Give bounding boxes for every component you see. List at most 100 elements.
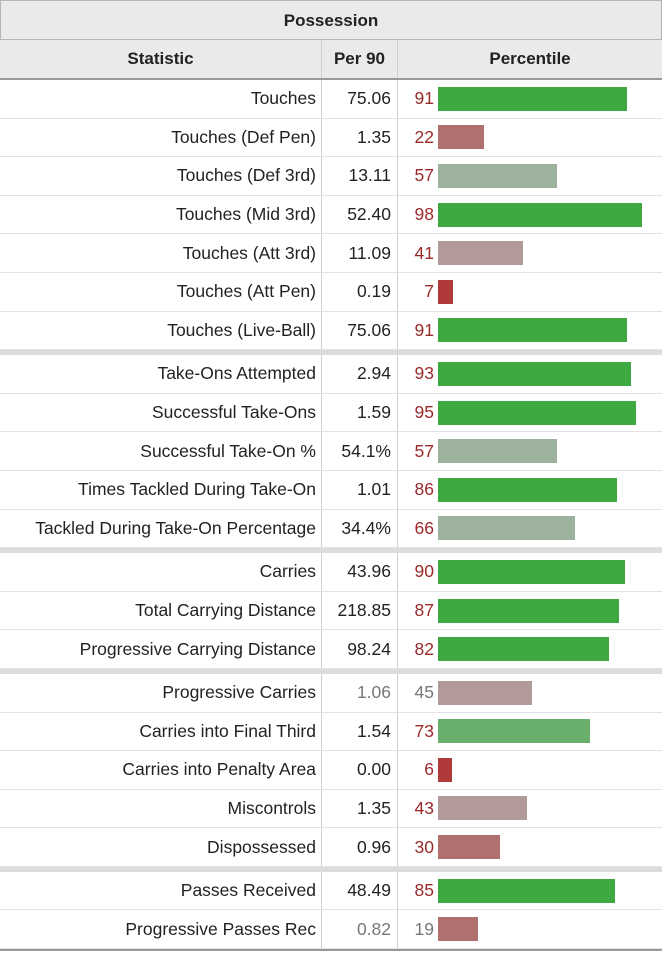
statistic-label: Carries bbox=[0, 553, 322, 591]
statistic-label: Touches bbox=[0, 80, 322, 118]
per90-value: 0.82 bbox=[322, 910, 398, 949]
statistic-label: Touches (Att 3rd) bbox=[0, 234, 322, 272]
percentile-value: 45 bbox=[414, 682, 434, 703]
table-row: Touches (Att 3rd) 11.09 41 bbox=[0, 234, 662, 273]
table-row: Touches (Att Pen) 0.19 7 bbox=[0, 272, 662, 312]
percentile-cell: 6 bbox=[398, 751, 662, 789]
group-separator bbox=[0, 548, 662, 554]
percentile-value: 91 bbox=[414, 319, 434, 340]
table-caption: Possession bbox=[0, 0, 662, 40]
per90-value: 218.85 bbox=[322, 591, 398, 630]
header-per90[interactable]: Per 90 bbox=[322, 40, 398, 78]
statistic-label: Total Carrying Distance bbox=[0, 591, 322, 630]
percentile-cell: 85 bbox=[398, 872, 662, 910]
table-row: Touches (Mid 3rd) 52.40 98 bbox=[0, 195, 662, 235]
statistic-label: Touches (Live-Ball) bbox=[0, 311, 322, 350]
table-row: Carries 43.96 90 bbox=[0, 553, 662, 592]
group-separator bbox=[0, 350, 662, 356]
per90-value: 0.19 bbox=[322, 272, 398, 311]
percentile-value: 85 bbox=[414, 880, 434, 901]
percentile-value: 19 bbox=[414, 918, 434, 939]
statistic-label: Progressive Carries bbox=[0, 673, 322, 712]
table-row: Touches (Def 3rd) 13.11 57 bbox=[0, 157, 662, 196]
per90-value: 34.4% bbox=[322, 509, 398, 548]
percentile-value: 6 bbox=[424, 759, 434, 780]
percentile-cell: 73 bbox=[398, 713, 662, 751]
percentile-cell: 95 bbox=[398, 394, 662, 432]
header-statistic[interactable]: Statistic bbox=[0, 40, 322, 78]
per90-value: 54.1% bbox=[322, 432, 398, 470]
percentile-bar bbox=[438, 516, 575, 541]
statistic-label: Carries into Penalty Area bbox=[0, 751, 322, 789]
table-row: Carries into Final Third 1.54 73 bbox=[0, 712, 662, 752]
statistic-label: Passes Received bbox=[0, 871, 322, 910]
group-separator bbox=[0, 668, 662, 674]
table-row: Take-Ons Attempted 2.94 93 bbox=[0, 355, 662, 394]
percentile-bar bbox=[438, 318, 627, 343]
percentile-cell: 86 bbox=[398, 471, 662, 509]
table-header-row: Statistic Per 90 Percentile bbox=[0, 40, 662, 80]
percentile-value: 91 bbox=[414, 88, 434, 109]
percentile-bar bbox=[438, 757, 452, 782]
percentile-cell: 45 bbox=[398, 674, 662, 712]
statistic-label: Miscontrols bbox=[0, 789, 322, 828]
per90-value: 98.24 bbox=[322, 630, 398, 668]
statistic-label: Progressive Passes Rec bbox=[0, 910, 322, 949]
statistic-label: Successful Take-On % bbox=[0, 432, 322, 470]
percentile-bar bbox=[438, 477, 617, 502]
percentile-cell: 98 bbox=[398, 196, 662, 234]
table-row: Touches 75.06 91 bbox=[0, 80, 662, 119]
percentile-cell: 19 bbox=[398, 910, 662, 948]
per90-value: 43.96 bbox=[322, 553, 398, 591]
table-row: Total Carrying Distance 218.85 87 bbox=[0, 591, 662, 631]
percentile-bar bbox=[438, 163, 557, 188]
table-row: Tackled During Take-On Percentage 34.4% 66 bbox=[0, 509, 662, 549]
per90-value: 11.09 bbox=[322, 234, 398, 272]
percentile-value: 73 bbox=[414, 720, 434, 741]
per90-value: 0.00 bbox=[322, 751, 398, 789]
percentile-bar bbox=[438, 559, 625, 584]
percentile-bar bbox=[438, 279, 453, 304]
statistic-label: Take-Ons Attempted bbox=[0, 355, 322, 393]
header-percentile[interactable]: Percentile bbox=[489, 49, 571, 68]
statistic-label: Carries into Final Third bbox=[0, 712, 322, 751]
percentile-cell: 91 bbox=[398, 80, 662, 118]
percentile-cell: 30 bbox=[398, 828, 662, 866]
per90-value: 13.11 bbox=[322, 157, 398, 195]
percentile-value: 82 bbox=[414, 638, 434, 659]
per90-value: 1.06 bbox=[322, 673, 398, 712]
table-row: Touches (Live-Ball) 75.06 91 bbox=[0, 311, 662, 351]
table-row: Progressive Carrying Distance 98.24 82 bbox=[0, 630, 662, 669]
percentile-value: 86 bbox=[414, 479, 434, 500]
per90-value: 1.35 bbox=[322, 118, 398, 157]
per90-value: 48.49 bbox=[322, 871, 398, 910]
per90-value: 75.06 bbox=[322, 80, 398, 118]
per90-value: 52.40 bbox=[322, 195, 398, 234]
percentile-value: 7 bbox=[424, 281, 434, 302]
percentile-bar bbox=[438, 719, 590, 744]
percentile-bar bbox=[438, 361, 631, 386]
percentile-bar bbox=[438, 917, 478, 942]
statistic-label: Progressive Carrying Distance bbox=[0, 630, 322, 668]
table-body: Touches 75.06 91 Touches (Def Pen) 1.35 22 Tou… bbox=[0, 80, 662, 950]
percentile-bar bbox=[438, 835, 500, 860]
per90-value: 2.94 bbox=[322, 355, 398, 393]
percentile-bar bbox=[438, 796, 527, 821]
group-separator bbox=[0, 866, 662, 872]
per90-value: 1.54 bbox=[322, 712, 398, 751]
percentile-bar bbox=[438, 439, 557, 464]
per90-value: 0.96 bbox=[322, 828, 398, 866]
statistic-label: Times Tackled During Take-On bbox=[0, 470, 322, 509]
percentile-value: 22 bbox=[414, 126, 434, 147]
table-row: Touches (Def Pen) 1.35 22 bbox=[0, 118, 662, 158]
percentile-cell: 87 bbox=[398, 592, 662, 630]
percentile-bar bbox=[438, 680, 532, 705]
table-row: Dispossessed 0.96 30 bbox=[0, 828, 662, 867]
percentile-cell: 7 bbox=[398, 273, 662, 311]
table-row: Miscontrols 1.35 43 bbox=[0, 789, 662, 829]
percentile-value: 93 bbox=[414, 363, 434, 384]
table-row: Times Tackled During Take-On 1.01 86 bbox=[0, 470, 662, 510]
per90-value: 1.59 bbox=[322, 393, 398, 432]
percentile-bar bbox=[438, 241, 523, 266]
